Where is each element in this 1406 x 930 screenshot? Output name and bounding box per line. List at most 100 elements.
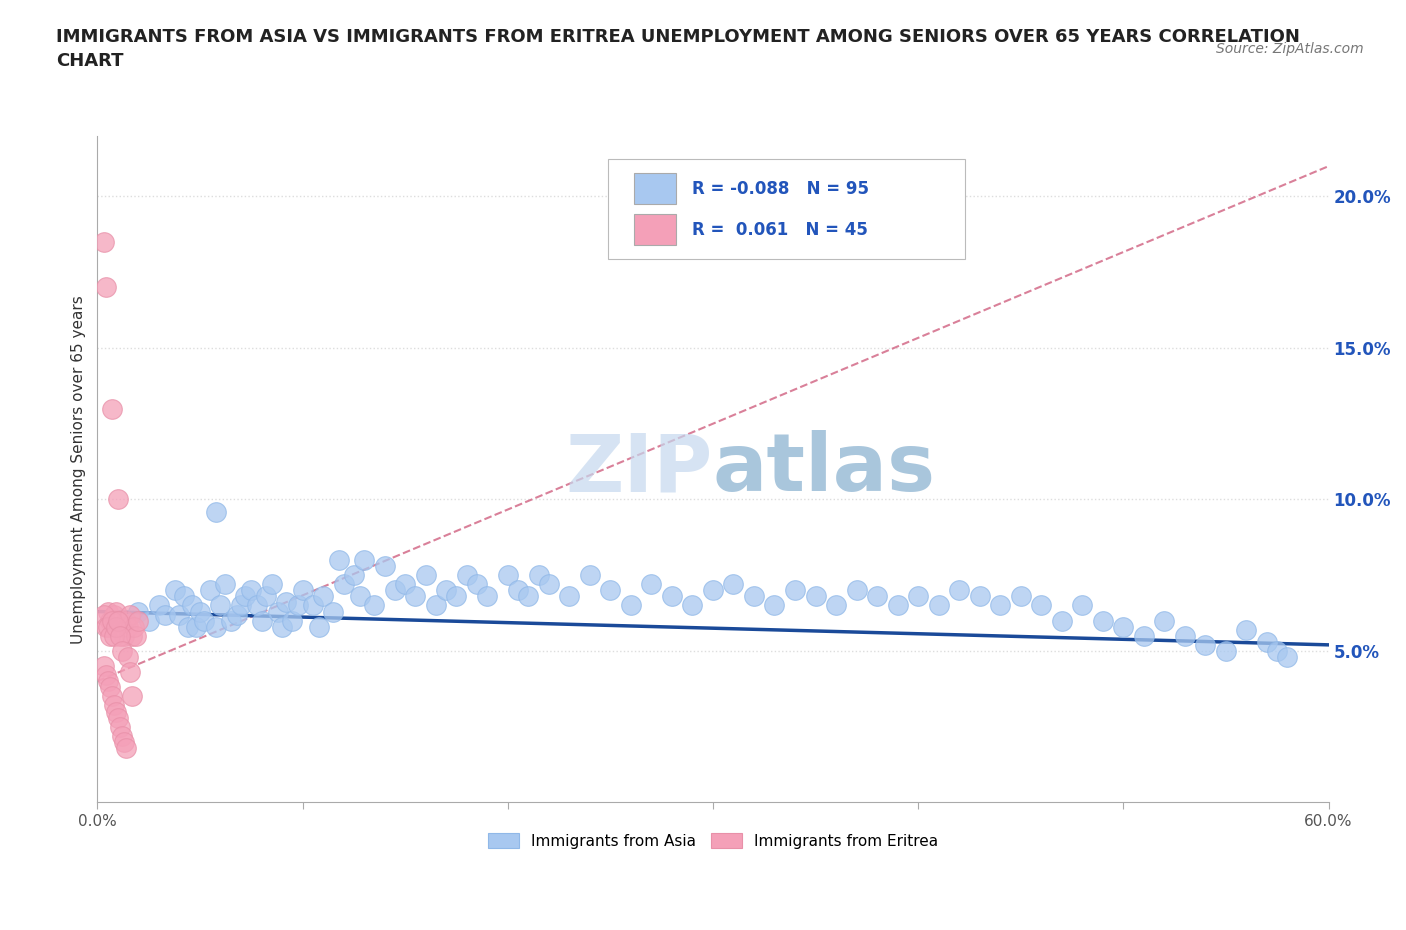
Point bbox=[267, 604, 290, 619]
Point bbox=[845, 583, 868, 598]
Point bbox=[948, 583, 970, 598]
Point bbox=[117, 619, 139, 634]
Point bbox=[153, 607, 176, 622]
Point bbox=[120, 665, 142, 680]
Point bbox=[742, 589, 765, 604]
Point bbox=[138, 613, 160, 628]
Point bbox=[301, 598, 323, 613]
Point bbox=[188, 604, 211, 619]
Point bbox=[886, 598, 908, 613]
Point bbox=[120, 607, 142, 622]
Point bbox=[219, 613, 242, 628]
Point bbox=[287, 598, 309, 613]
Text: atlas: atlas bbox=[713, 431, 936, 508]
Point bbox=[1174, 629, 1197, 644]
Point bbox=[363, 598, 385, 613]
Point bbox=[103, 698, 125, 713]
Point bbox=[477, 589, 499, 604]
Point bbox=[193, 613, 215, 628]
Point bbox=[121, 629, 143, 644]
Point bbox=[661, 589, 683, 604]
Point bbox=[415, 567, 437, 582]
Point bbox=[103, 619, 125, 634]
Point bbox=[1236, 622, 1258, 637]
Point bbox=[93, 234, 115, 249]
Point bbox=[988, 598, 1011, 613]
Point bbox=[104, 704, 127, 719]
Point bbox=[117, 649, 139, 664]
Point bbox=[537, 577, 560, 591]
Point bbox=[866, 589, 889, 604]
Point bbox=[620, 598, 643, 613]
Point bbox=[107, 711, 129, 725]
Point bbox=[353, 552, 375, 567]
Point bbox=[465, 577, 488, 591]
Point bbox=[384, 583, 406, 598]
Text: IMMIGRANTS FROM ASIA VS IMMIGRANTS FROM ERITREA UNEMPLOYMENT AMONG SENIORS OVER : IMMIGRANTS FROM ASIA VS IMMIGRANTS FROM … bbox=[56, 28, 1301, 70]
FancyBboxPatch shape bbox=[609, 159, 966, 259]
Point bbox=[404, 589, 426, 604]
Point bbox=[332, 577, 354, 591]
Point bbox=[125, 629, 148, 644]
Point bbox=[599, 583, 621, 598]
Text: R =  0.061   N = 45: R = 0.061 N = 45 bbox=[692, 220, 868, 239]
Point bbox=[349, 589, 371, 604]
Point bbox=[97, 673, 120, 688]
Point bbox=[456, 567, 478, 582]
Point bbox=[1010, 589, 1032, 604]
Point bbox=[825, 598, 848, 613]
Point bbox=[121, 689, 143, 704]
Point bbox=[94, 619, 117, 634]
Point bbox=[107, 613, 129, 628]
Y-axis label: Unemployment Among Seniors over 65 years: Unemployment Among Seniors over 65 years bbox=[72, 295, 86, 644]
Point bbox=[254, 589, 277, 604]
Point bbox=[225, 607, 247, 622]
Legend: Immigrants from Asia, Immigrants from Eritrea: Immigrants from Asia, Immigrants from Er… bbox=[482, 827, 943, 855]
Point bbox=[108, 629, 131, 644]
Point bbox=[98, 629, 121, 644]
Point bbox=[169, 607, 191, 622]
Point bbox=[312, 589, 335, 604]
Point bbox=[94, 280, 117, 295]
Point bbox=[804, 589, 827, 604]
Point bbox=[343, 567, 366, 582]
Point bbox=[127, 613, 149, 628]
Point bbox=[1265, 644, 1288, 658]
Point bbox=[763, 598, 786, 613]
Point bbox=[229, 598, 252, 613]
Point bbox=[108, 613, 131, 628]
Point bbox=[115, 740, 138, 755]
Point bbox=[928, 598, 950, 613]
Point bbox=[558, 589, 581, 604]
Text: R = -0.088   N = 95: R = -0.088 N = 95 bbox=[692, 179, 869, 198]
Point bbox=[506, 583, 529, 598]
Point bbox=[1112, 619, 1135, 634]
Point bbox=[209, 598, 232, 613]
Point bbox=[93, 658, 115, 673]
Point bbox=[233, 589, 256, 604]
Point bbox=[723, 577, 745, 591]
Point bbox=[291, 583, 314, 598]
Point bbox=[104, 619, 127, 634]
FancyBboxPatch shape bbox=[634, 173, 676, 204]
Point bbox=[214, 577, 236, 591]
Point bbox=[111, 644, 134, 658]
Point bbox=[527, 567, 550, 582]
Point bbox=[124, 619, 146, 634]
Point bbox=[271, 619, 294, 634]
Point bbox=[907, 589, 929, 604]
Point bbox=[205, 619, 228, 634]
Point bbox=[127, 604, 149, 619]
Point bbox=[97, 604, 120, 619]
Point bbox=[328, 552, 350, 567]
Point bbox=[97, 619, 120, 634]
Point bbox=[176, 619, 198, 634]
Point bbox=[260, 577, 283, 591]
Point bbox=[115, 613, 138, 628]
Point bbox=[103, 607, 125, 622]
Point bbox=[1133, 629, 1156, 644]
Point bbox=[308, 619, 330, 634]
Point bbox=[1050, 613, 1073, 628]
Point bbox=[93, 607, 115, 622]
Point bbox=[107, 492, 129, 507]
